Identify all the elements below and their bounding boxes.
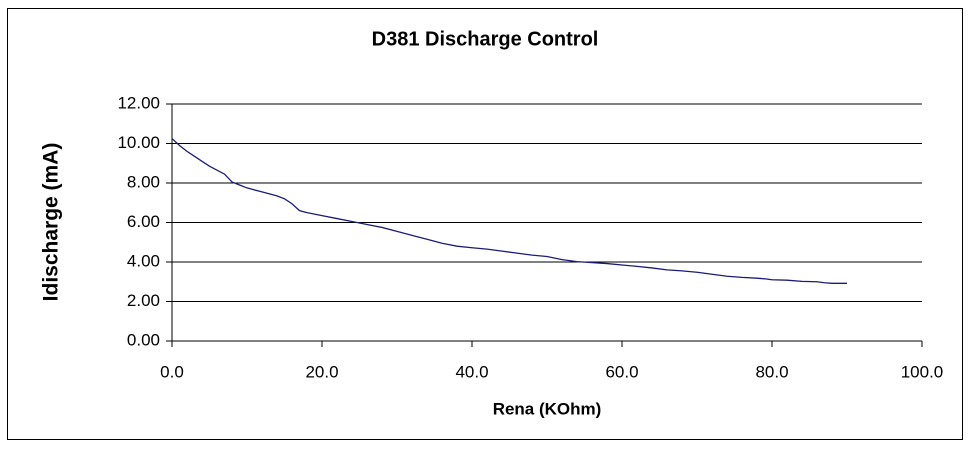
- y-tick-label: 2.00: [127, 291, 160, 310]
- chart-frame: [7, 8, 963, 440]
- x-tick-label: 40.0: [455, 362, 488, 381]
- y-tick-label: 8.00: [127, 172, 160, 191]
- chart-title: D381 Discharge Control: [372, 28, 599, 50]
- x-tick-label: 20.0: [305, 362, 338, 381]
- x-tick-label: 100.0: [901, 362, 944, 381]
- y-tick-label: 0.00: [127, 330, 160, 349]
- data-line: [171, 138, 847, 284]
- y-tick-label: 6.00: [127, 212, 160, 231]
- x-tick-label: 0.0: [160, 362, 184, 381]
- y-axis-label: Idischarge (mA): [40, 143, 63, 302]
- x-tick-label: 60.0: [605, 362, 638, 381]
- x-tick-label: 80.0: [755, 362, 788, 381]
- x-axis-label: Rena (KOhm): [493, 399, 602, 418]
- y-tick-label: 10.00: [117, 133, 160, 152]
- y-tick-label: 4.00: [127, 251, 160, 270]
- y-tick-label: 12.00: [117, 93, 160, 112]
